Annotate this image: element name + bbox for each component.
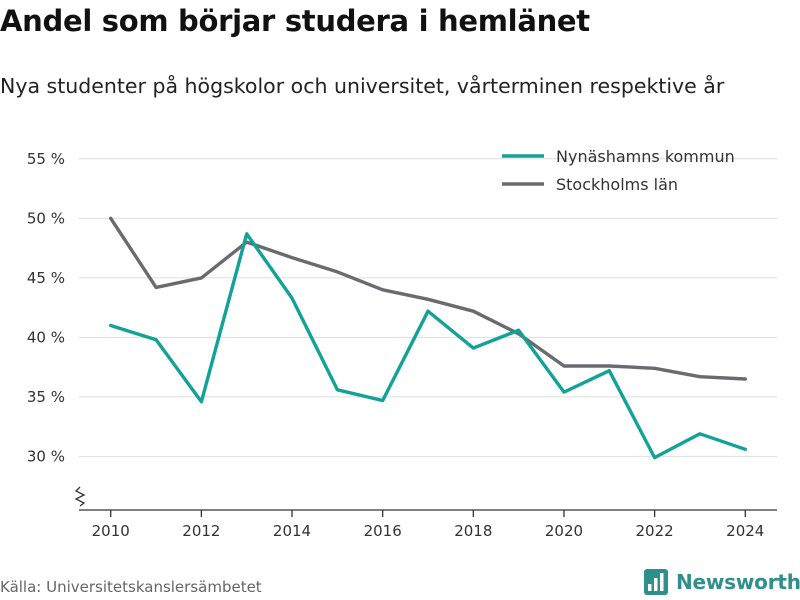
legend-label: Stockholms län bbox=[556, 175, 678, 194]
y-tick-label: 50 % bbox=[27, 209, 65, 227]
bar-chart-logo-icon bbox=[644, 569, 668, 595]
brand-name: Newsworthy bbox=[676, 570, 800, 594]
y-tick-label: 55 % bbox=[27, 150, 65, 168]
x-tick-label: 2022 bbox=[636, 522, 674, 540]
axis-break-icon bbox=[74, 486, 86, 507]
x-tick-label: 2016 bbox=[364, 522, 402, 540]
x-tick-label: 2010 bbox=[92, 522, 130, 540]
x-tick-label: 2024 bbox=[726, 522, 764, 540]
source-note: Källa: Universitetskanslersämbetet bbox=[0, 578, 262, 596]
x-tick-label: 2012 bbox=[182, 522, 220, 540]
legend-label: Nynäshamns kommun bbox=[556, 147, 735, 166]
y-tick-label: 35 % bbox=[27, 388, 65, 406]
x-tick-label: 2020 bbox=[545, 522, 583, 540]
series-line bbox=[109, 216, 747, 381]
series-line bbox=[109, 232, 747, 460]
chart-subtitle: Nya studenter på högskolor och universit… bbox=[0, 74, 725, 98]
y-tick-label: 40 % bbox=[27, 328, 65, 346]
x-tick-label: 2018 bbox=[454, 522, 492, 540]
y-tick-label: 30 % bbox=[27, 447, 65, 465]
x-tick-label: 2014 bbox=[273, 522, 311, 540]
brand-logo: Newsworthy bbox=[644, 569, 800, 595]
chart-title: Andel som börjar studera i hemlänet bbox=[0, 4, 590, 38]
y-tick-label: 45 % bbox=[27, 269, 65, 287]
